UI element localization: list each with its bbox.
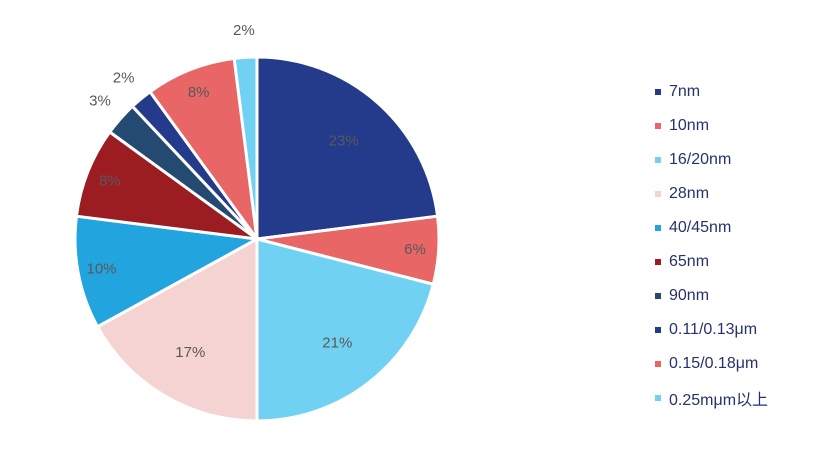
pie-data-labels: 23%6%21%17%10%8%3%2%8%2% [86,22,425,361]
legend-label: 28nm [669,185,710,202]
legend-label: 16/20nm [669,151,732,168]
legend-item-90nm: 90nm [655,279,815,313]
pie-slice-0-15-0-18-m [148,56,259,241]
legend-label: 0.15/0.18μm [669,355,759,372]
legend-item-28nm: 28nm [655,177,815,211]
legend-item-7nm: 7nm [655,75,815,109]
legend-swatch [655,225,661,231]
legend-swatch [655,395,661,401]
legend-swatch [655,89,661,95]
legend-label: 40/45nm [669,219,732,236]
pie-data-label: 6% [404,241,426,258]
pie-data-label: 3% [89,93,111,110]
legend-label: 0.11/0.13μm [669,321,758,338]
legend-label: 7nm [669,83,701,100]
legend-item-0-25um-and-above: 0.25mμm以上 [655,381,815,415]
pie-slices [73,55,441,423]
legend-swatch [655,259,661,265]
legend-item-65nm: 65nm [655,245,815,279]
legend-swatch [655,327,661,333]
legend-item-16-20nm: 16/20nm [655,143,815,177]
legend-label: 0.25mμm以上 [669,392,769,409]
legend-swatch [655,361,661,367]
pie-slice-40-45nm [73,214,259,329]
legend-item-0-11-0-13um: 0.11/0.13μm [655,313,815,347]
legend-item-0-15-0-18um: 0.15/0.18μm [655,347,815,381]
pie-slice-16-20nm [255,237,435,423]
legend-label: 65nm [669,253,710,270]
pie-data-label: 21% [322,335,352,352]
pie-slice-65nm [74,130,259,241]
pie-data-label: 2% [113,70,135,87]
pie-slice-0-25m-m- [232,55,259,241]
legend-item-40-45nm: 40/45nm [655,211,815,245]
legend-swatch [655,293,661,299]
pie-data-label: 23% [329,133,359,150]
legend-swatch [655,157,661,163]
pie-slice-7nm [255,55,440,241]
pie-data-label: 17% [175,344,205,361]
legend-item-10nm: 10nm [655,109,815,143]
chart-legend: 7nm 10nm 16/20nm 28nm 40/45nm 65nm 90nm … [655,75,815,415]
pie-data-label: 10% [86,261,116,278]
legend-swatch [655,191,661,197]
legend-label: 10nm [669,117,710,134]
legend-label: 90nm [669,287,710,304]
pie-slice-28nm [96,237,259,423]
pie-data-label: 8% [188,84,210,101]
legend-swatch [655,123,661,129]
pie-data-label: 2% [233,22,255,39]
pie-data-label: 8% [99,173,121,190]
